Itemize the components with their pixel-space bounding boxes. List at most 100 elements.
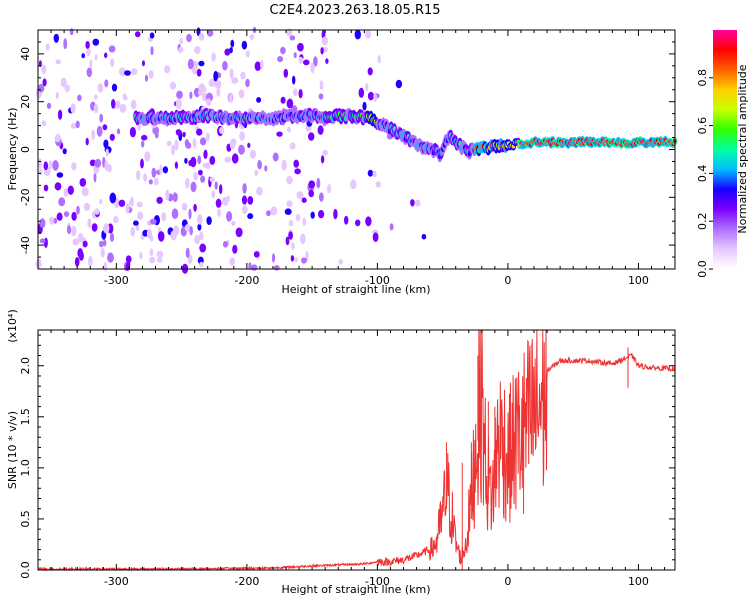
noise-speckle xyxy=(196,68,202,77)
noise-speckle xyxy=(48,160,52,170)
noise-speckle xyxy=(410,199,415,207)
noise-speckle xyxy=(316,177,321,189)
noise-speckle xyxy=(298,56,304,64)
noise-speckle xyxy=(189,91,193,100)
noise-speckle xyxy=(113,216,119,224)
noise-speckle xyxy=(150,46,154,56)
noise-speckle xyxy=(367,67,373,76)
noise-speckle xyxy=(322,46,328,53)
snr-ytick-label: 1.5 xyxy=(19,408,32,426)
noise-speckle xyxy=(182,131,186,138)
noise-speckle xyxy=(301,257,307,264)
noise-speckle xyxy=(367,91,374,101)
noise-speckle xyxy=(103,139,109,149)
noise-speckle xyxy=(190,156,197,168)
noise-speckle xyxy=(166,140,172,147)
noise-speckle xyxy=(247,142,251,148)
snr-xtick-label: -200 xyxy=(234,575,259,588)
noise-speckle xyxy=(169,81,177,90)
noise-speckle xyxy=(240,71,246,80)
snr-ytick-label: 2.0 xyxy=(19,357,32,375)
noise-speckle xyxy=(249,149,257,159)
colorbar-label: Normalized spectral amplitude xyxy=(736,64,749,233)
spectrogram-ytick-label: 20 xyxy=(19,95,32,109)
noise-speckle xyxy=(42,78,47,87)
noise-speckle xyxy=(355,219,361,227)
noise-speckle xyxy=(291,242,295,250)
noise-speckle xyxy=(286,176,293,185)
noise-speckle xyxy=(214,181,218,190)
noise-speckle xyxy=(91,129,96,140)
noise-speckle xyxy=(193,171,198,181)
noise-speckle xyxy=(174,139,179,151)
noise-speckle xyxy=(199,137,207,146)
noise-speckle xyxy=(313,56,318,67)
noise-speckle xyxy=(319,192,324,202)
snr-xtick-label: -300 xyxy=(104,575,129,588)
noise-speckle xyxy=(154,131,159,139)
noise-speckle xyxy=(310,211,315,219)
noise-speckle xyxy=(179,38,183,45)
noise-speckle xyxy=(367,169,374,177)
noise-speckle xyxy=(187,58,194,70)
noise-speckle xyxy=(199,231,204,241)
noise-speckle xyxy=(414,199,421,207)
noise-speckle xyxy=(203,149,208,159)
noise-speckle xyxy=(38,60,42,67)
colorbar-tick-label: 0.0 xyxy=(696,260,709,278)
noise-speckle xyxy=(46,102,52,109)
noise-speckle xyxy=(290,255,295,262)
noise-speckle xyxy=(119,103,127,113)
noise-speckle xyxy=(148,179,153,185)
colorbar-tick-label: 0.8 xyxy=(696,69,709,87)
noise-speckle xyxy=(300,233,306,245)
noise-speckle xyxy=(362,101,367,111)
noise-speckle xyxy=(303,59,310,66)
noise-speckle xyxy=(103,223,110,234)
noise-speckle xyxy=(93,103,99,114)
noise-speckle xyxy=(231,220,236,226)
noise-speckle xyxy=(92,38,100,46)
noise-speckle xyxy=(200,175,206,183)
noise-speckle xyxy=(192,66,197,75)
noise-speckle xyxy=(69,28,74,36)
noise-speckle xyxy=(287,126,291,133)
noise-speckle xyxy=(239,131,246,141)
snr-xtick-label: 100 xyxy=(628,575,649,588)
noise-speckle xyxy=(308,189,315,198)
noise-speckle xyxy=(181,202,188,211)
noise-speckle xyxy=(284,208,292,215)
noise-speckle xyxy=(184,139,190,147)
noise-speckle xyxy=(41,120,47,127)
noise-speckle xyxy=(320,47,324,55)
spectrogram-ytick-label: 40 xyxy=(19,47,32,61)
noise-speckle xyxy=(377,54,381,64)
noise-speckle xyxy=(148,70,154,79)
noise-speckle xyxy=(254,61,261,71)
noise-speckle xyxy=(71,211,77,221)
snr-ytick-label: 1.0 xyxy=(19,459,32,477)
noise-speckle xyxy=(293,88,298,97)
noise-speckle xyxy=(156,196,163,204)
noise-speckle xyxy=(273,265,280,271)
noise-speckle xyxy=(70,123,77,129)
noise-speckle xyxy=(186,33,192,43)
noise-speckle xyxy=(296,191,304,200)
noise-speckle xyxy=(294,168,301,175)
noise-speckle xyxy=(222,60,228,71)
noise-speckle xyxy=(140,158,144,169)
noise-speckle xyxy=(57,109,63,120)
noise-speckle xyxy=(175,99,182,110)
spectrogram-xtick-label: 0 xyxy=(504,274,511,287)
noise-speckle xyxy=(211,190,216,199)
noise-speckle xyxy=(280,46,286,55)
noise-speckle xyxy=(162,166,169,174)
noise-speckle xyxy=(94,158,102,168)
noise-speckle xyxy=(219,184,223,195)
noise-speckle xyxy=(395,79,403,89)
noise-speckle xyxy=(198,60,205,67)
noise-speckle xyxy=(198,83,206,93)
noise-speckle xyxy=(99,113,103,123)
noise-speckle xyxy=(110,58,115,67)
